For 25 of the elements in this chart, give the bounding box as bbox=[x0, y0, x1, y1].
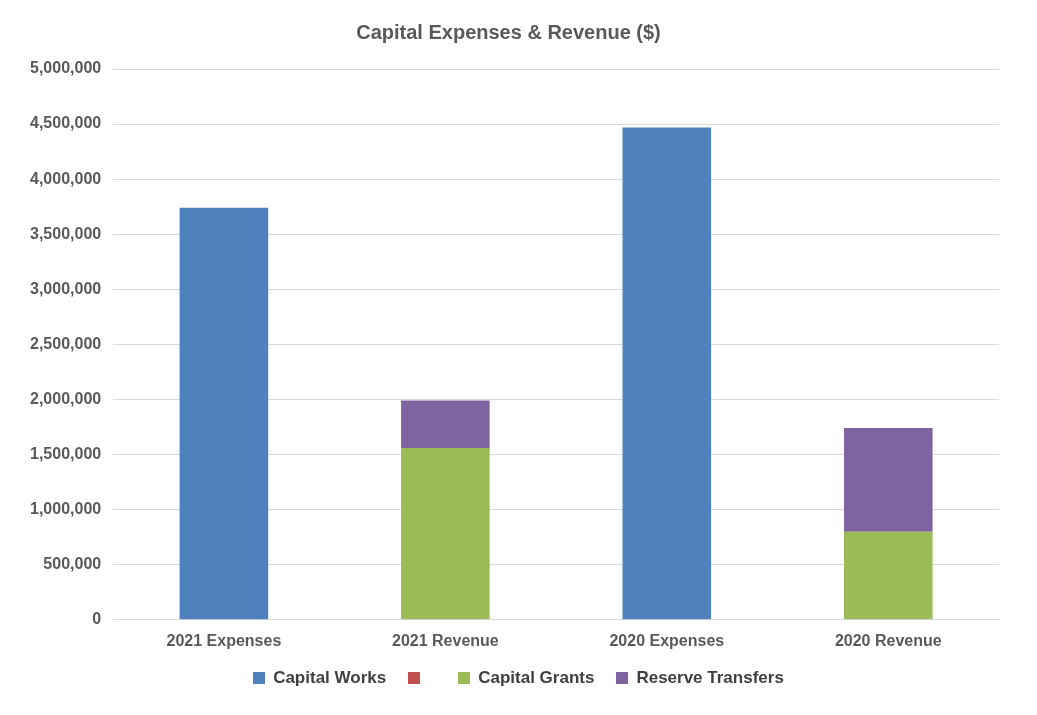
y-tick-label: 4,000,000 bbox=[29, 169, 102, 187]
legend-label: Capital Works bbox=[273, 668, 387, 688]
y-tick-label: 3,000,000 bbox=[29, 279, 102, 297]
bar bbox=[843, 531, 933, 620]
bar bbox=[401, 400, 490, 448]
y-tick-label: 2,500,000 bbox=[29, 334, 102, 352]
x-tick-label: 2020 Expenses bbox=[609, 631, 725, 649]
legend-label: Reserve Transfers bbox=[636, 668, 784, 688]
y-tick-label: 5,000,000 bbox=[29, 59, 102, 77]
y-tick-label: 1,500,000 bbox=[29, 444, 102, 462]
y-tick-label: 500,000 bbox=[43, 555, 102, 573]
chart-title: Capital Expenses & Revenue ($) bbox=[356, 20, 661, 43]
x-tick-label: 2021 Expenses bbox=[166, 631, 282, 649]
y-tick-label: 1,000,000 bbox=[29, 500, 102, 518]
bar bbox=[179, 207, 269, 620]
x-tick-label: 2021 Revenue bbox=[392, 631, 499, 649]
y-tick-label: 4,500,000 bbox=[29, 114, 102, 132]
bar bbox=[622, 127, 712, 620]
bar bbox=[401, 447, 490, 620]
x-tick-label: 2020 Revenue bbox=[834, 631, 942, 649]
y-tick-label: 3,500,000 bbox=[29, 224, 102, 242]
legend-label: Capital Grants bbox=[478, 668, 595, 688]
y-tick-label: 0 bbox=[92, 610, 102, 628]
bar bbox=[843, 428, 933, 532]
y-tick-label: 2,000,000 bbox=[29, 389, 102, 407]
